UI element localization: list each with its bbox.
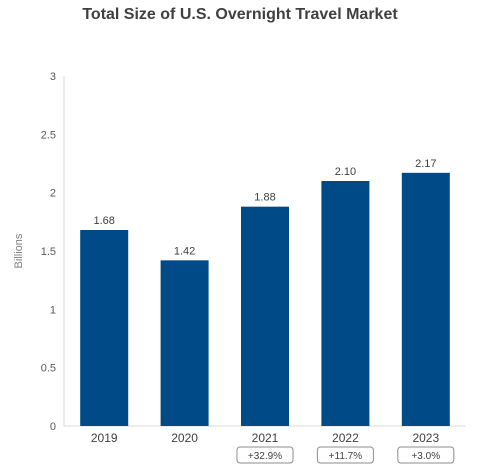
bar — [80, 230, 129, 426]
x-tick-label: 2022 — [332, 431, 359, 445]
bar — [160, 260, 209, 426]
bar — [241, 206, 289, 426]
data-label: 1.42 — [174, 245, 195, 257]
growth-label: +3.0% — [411, 451, 440, 462]
y-axis-label: Billions — [13, 233, 25, 268]
growth-badge — [316, 446, 374, 464]
bars — [80, 172, 450, 426]
y-tick-label: 2.5 — [41, 129, 56, 141]
chart-title: Total Size of U.S. Overnight Travel Mark… — [82, 6, 398, 23]
growth-badge — [397, 446, 455, 464]
bar — [321, 181, 370, 426]
data-label: 1.68 — [93, 215, 114, 227]
x-tick-label: 2020 — [171, 431, 198, 445]
growth-badge — [236, 446, 294, 464]
x-tick-label: 2019 — [91, 431, 118, 445]
y-tick-label: 0 — [50, 421, 56, 433]
y-tick-label: 1.5 — [41, 246, 56, 258]
data-label: 1.88 — [254, 192, 275, 204]
labels: 1.68 2019 1.42 2020 1.88 2021 +32.9% 2.10 2022 +1… — [91, 158, 455, 464]
y-tick-label: 1 — [50, 304, 56, 316]
bar — [401, 172, 450, 426]
y-tick-label: 3 — [50, 71, 56, 83]
y-tick-label: 2 — [50, 188, 56, 200]
growth-label: +11.7% — [329, 451, 363, 462]
data-label: 2.10 — [335, 166, 356, 178]
x-tick-label: 2021 — [252, 431, 279, 445]
y-tick-label: 0.5 — [41, 363, 56, 375]
data-label: 2.17 — [415, 158, 436, 170]
growth-label: +32.9% — [248, 451, 282, 462]
x-tick-label: 2023 — [412, 431, 439, 445]
